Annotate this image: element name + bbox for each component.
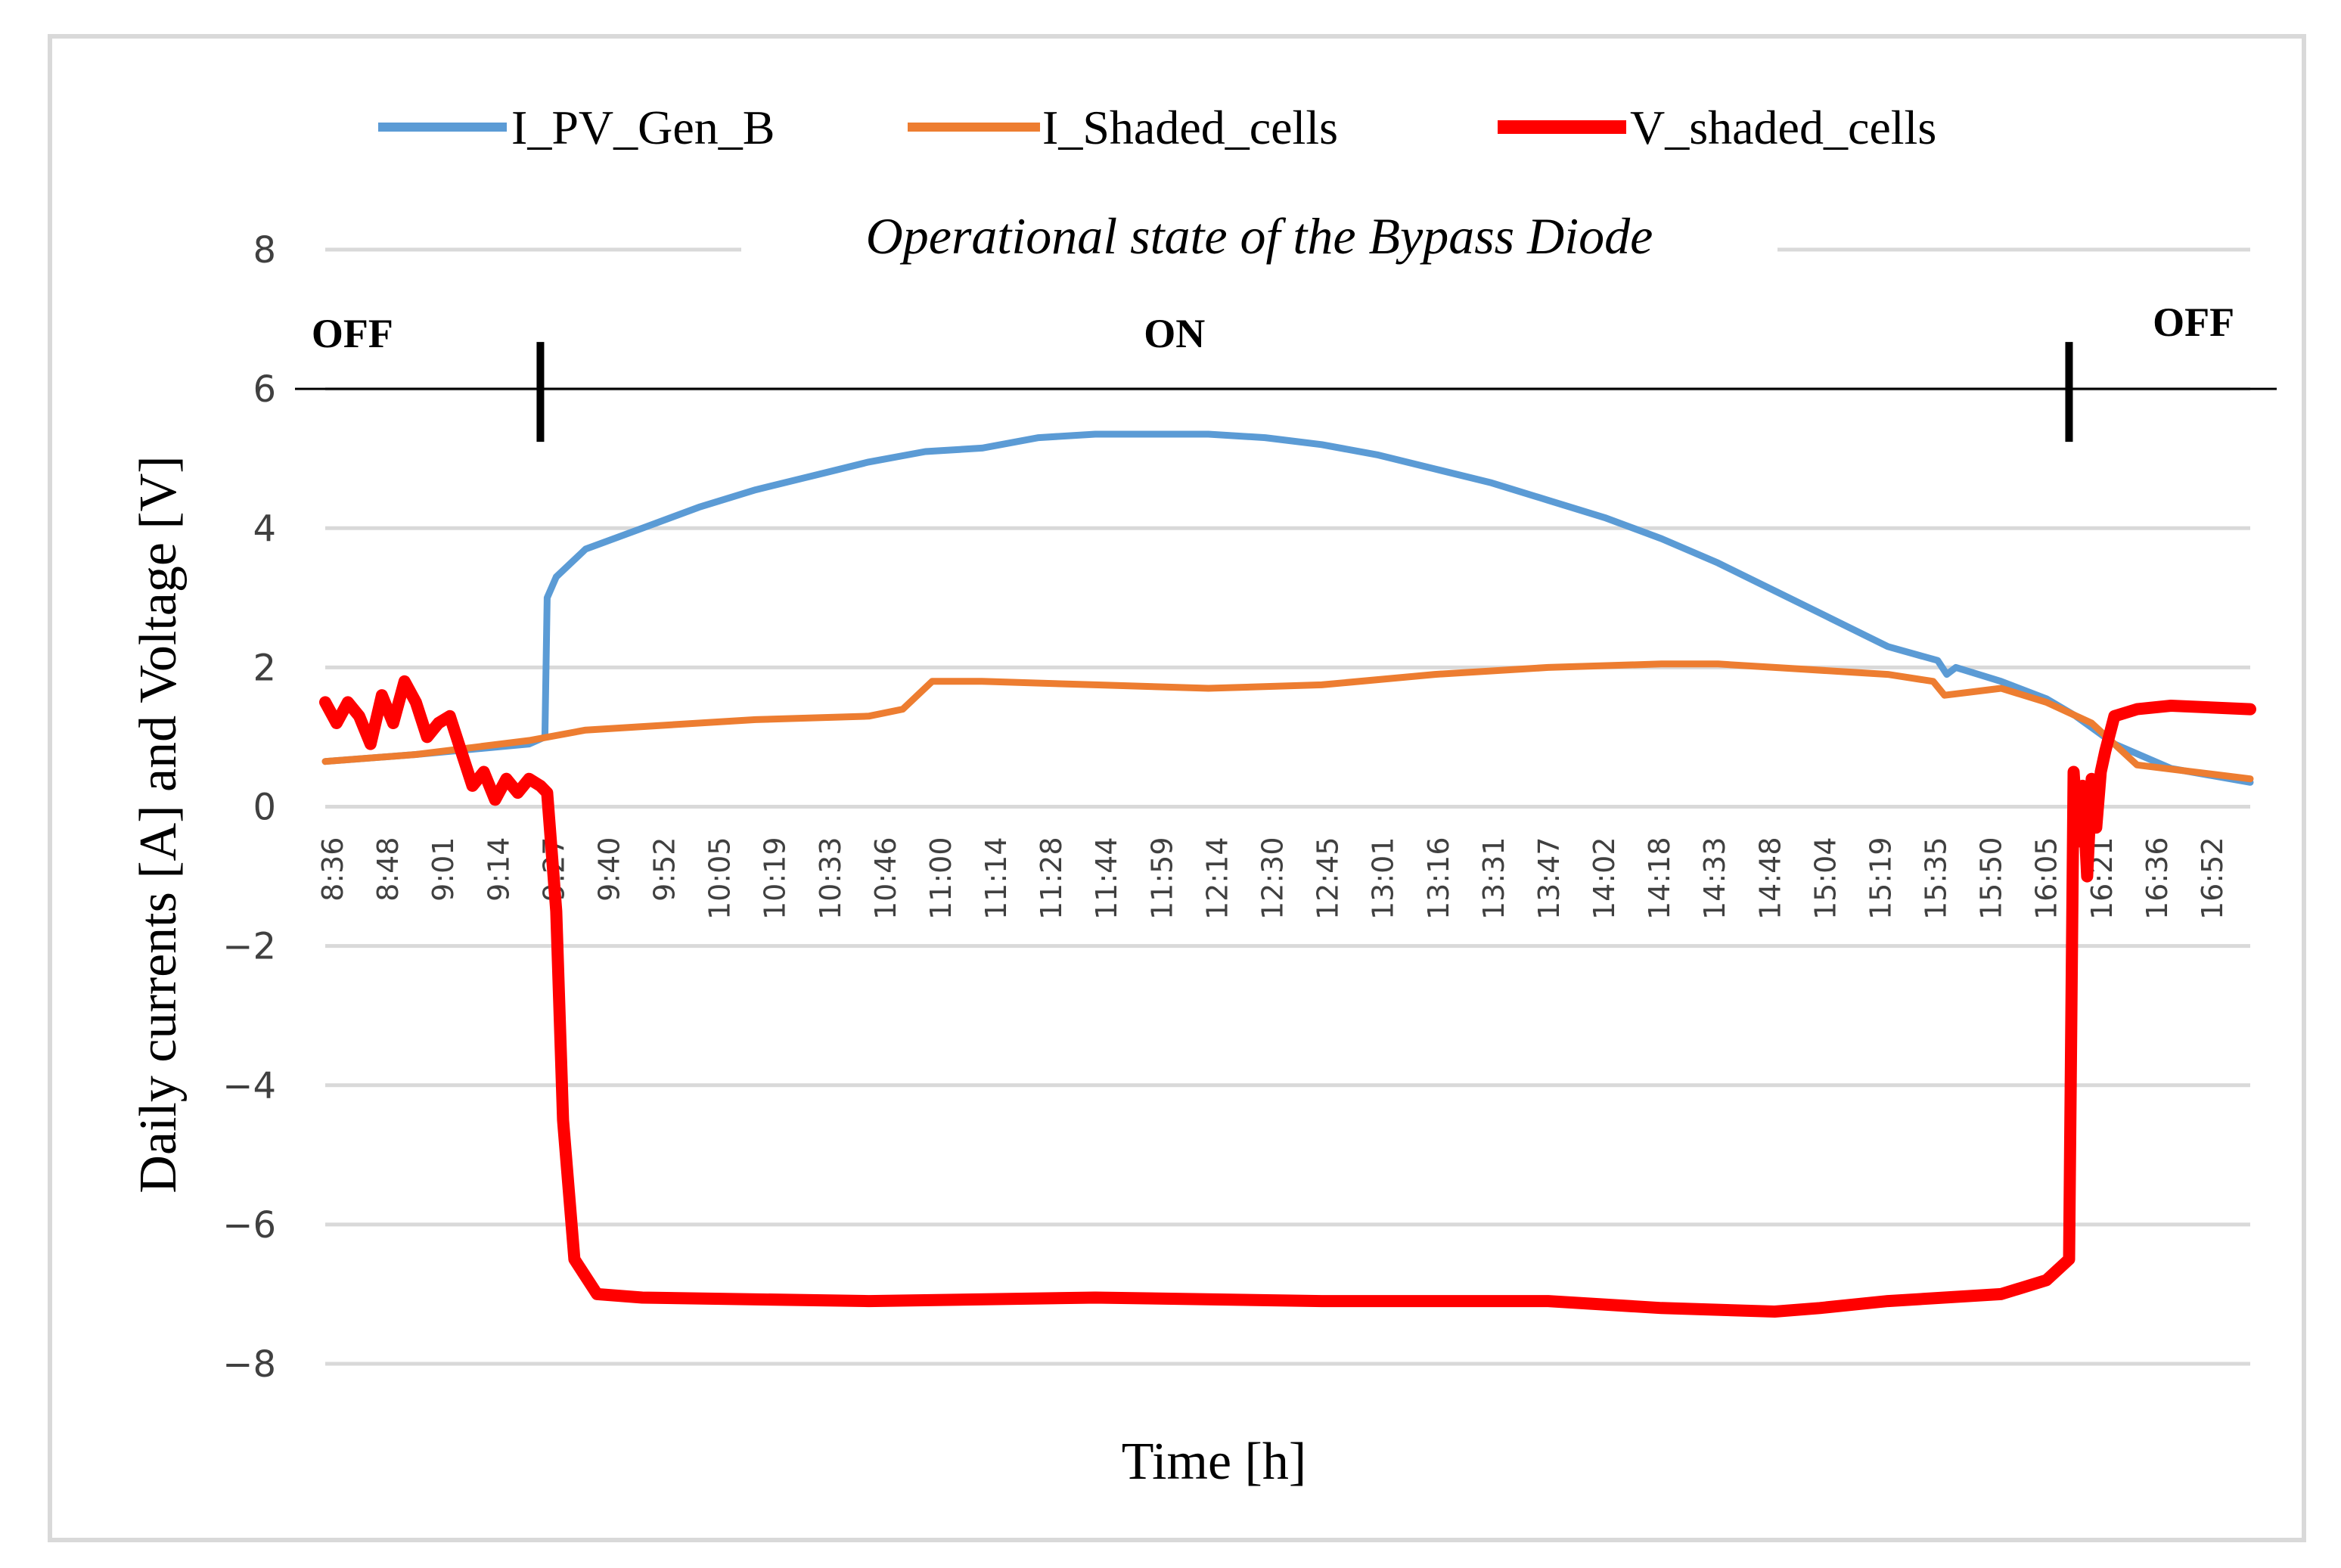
x-tick-label: 13:01 (1367, 837, 1400, 921)
x-tick-label: 9:01 (427, 837, 460, 902)
x-tick-label: 11:59 (1145, 837, 1178, 921)
x-tick-label: 15:50 (1975, 837, 2008, 921)
x-tick-label: 10:19 (759, 837, 792, 921)
x-tick-label: 11:44 (1090, 837, 1123, 921)
chart-frame (48, 34, 2306, 1542)
series-lines (319, 430, 2256, 1318)
x-tick-label: 10:33 (814, 837, 847, 921)
y-tick-label: −8 (222, 1343, 276, 1386)
x-tick-label: 12:45 (1312, 837, 1345, 921)
x-tick-label: 8:48 (371, 837, 405, 902)
x-tick-label: 9:14 (482, 837, 515, 902)
diode-state-annotation: OFF ON OFF (295, 300, 2277, 442)
annotation-title: Operational state of the Bypass Diode (866, 207, 1653, 265)
state-label-off: OFF (312, 311, 393, 356)
x-tick-label: 8:36 (316, 837, 349, 902)
x-tick-label: 16:36 (2141, 837, 2174, 921)
x-tick-label: 10:46 (869, 837, 902, 921)
x-tick-label: 13:31 (1477, 837, 1510, 921)
y-axis-title: Daily currents [A] and Voltage [V] (129, 455, 188, 1193)
x-tick-label: 13:47 (1532, 837, 1566, 921)
y-tick-label: 4 (253, 508, 276, 550)
series-line-i-shaded-cells (321, 660, 2254, 783)
x-tick-label: 12:14 (1200, 837, 1234, 921)
x-tick-label: 14:18 (1643, 837, 1676, 921)
x-tick-label: 14:02 (1588, 837, 1621, 921)
y-tick-label: 8 (253, 229, 276, 272)
y-tick-label: 0 (253, 787, 276, 829)
y-tick-label: 6 (253, 368, 276, 411)
y-tick-label: 2 (253, 647, 276, 689)
state-label-off: OFF (2153, 300, 2234, 345)
x-tick-label: 9:52 (648, 837, 681, 902)
legend-label-i-pv-gen-b: I_PV_Gen_B (511, 101, 775, 154)
annotation-title-mask (741, 204, 1777, 272)
x-tick-labels: 8:36 8:48 9:01 9:14 9:27 9:40 9:52 10:05 10:19 10… (316, 837, 2229, 921)
y-tick-label: −2 (222, 926, 276, 968)
series-line-i-pv-gen-b (321, 430, 2254, 786)
x-tick-label: 11:14 (980, 837, 1013, 921)
x-tick-label: 9:40 (592, 837, 626, 902)
legend: I_PV_Gen_B I_Shaded_cells V_shaded_cells (378, 101, 1936, 154)
x-tick-label: 14:33 (1698, 837, 1731, 921)
y-tick-label: −6 (222, 1204, 276, 1247)
x-tick-label: 15:04 (1809, 837, 1842, 921)
x-tick-label: 10:05 (703, 837, 737, 921)
x-axis-title: Time [h] (1122, 1433, 1306, 1491)
x-tick-label: 12:30 (1256, 837, 1290, 921)
state-label-on: ON (1144, 311, 1205, 356)
x-tick-label: 15:35 (1920, 837, 1953, 921)
x-tick-label: 11:28 (1035, 837, 1068, 921)
x-tick-label: 14:48 (1753, 837, 1787, 921)
legend-label-i-shaded-cells: I_Shaded_cells (1042, 101, 1338, 154)
series-line-v-shaded-cells (319, 675, 2256, 1318)
x-tick-label: 11:00 (924, 837, 958, 921)
legend-label-v-shaded-cells: V_shaded_cells (1630, 101, 1936, 154)
x-tick-label: 16:52 (2196, 837, 2229, 921)
x-tick-label: 15:19 (1864, 837, 1897, 921)
y-tick-labels: 8 6 4 2 0 −2 −4 −6 −8 (222, 229, 276, 1386)
x-tick-label: 16:05 (2030, 837, 2063, 921)
x-tick-label: 13:16 (1422, 837, 1455, 921)
y-tick-label: −4 (222, 1065, 276, 1107)
